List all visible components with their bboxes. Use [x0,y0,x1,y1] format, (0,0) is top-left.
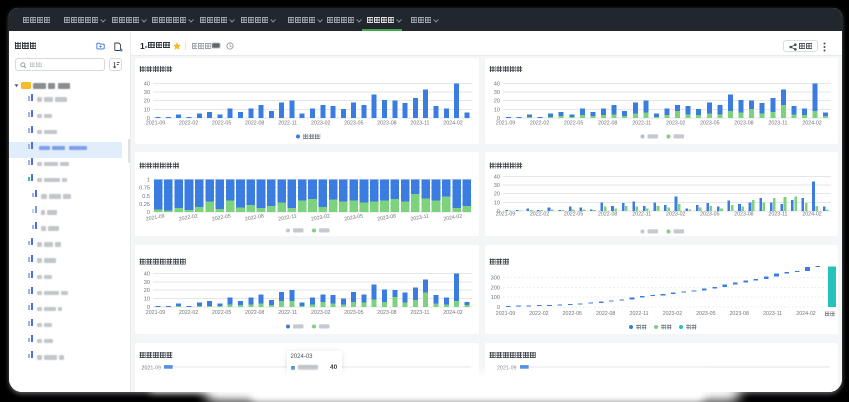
svg-text:20: 20 [143,288,149,294]
svg-text:40: 40 [493,82,499,88]
svg-text:2022-02: 2022-02 [529,211,548,217]
svg-text:2023-05: 2023-05 [696,311,715,317]
svg-text:2023-08: 2023-08 [729,311,748,317]
svg-text:100: 100 [490,295,499,301]
svg-text:2023-02: 2023-02 [311,121,330,127]
svg-text:2024-02: 2024-02 [443,310,462,316]
svg-text:2021-09: 2021-09 [145,213,165,222]
svg-text:2024-02: 2024-02 [802,211,821,217]
svg-text:2022-02: 2022-02 [178,310,197,316]
svg-text:2024-02: 2024-02 [442,213,462,222]
svg-text:2022-11: 2022-11 [632,121,651,127]
svg-text:200: 200 [490,285,499,291]
svg-text:2022-08: 2022-08 [597,121,616,127]
svg-text:2022-08: 2022-08 [244,121,263,127]
svg-text:2021-09: 2021-09 [495,211,514,217]
svg-text:10: 10 [493,200,499,206]
svg-text:2022-08: 2022-08 [244,213,264,222]
svg-text:10: 10 [493,107,499,113]
svg-text:2023-02: 2023-02 [310,213,330,222]
svg-text:0: 0 [146,210,149,216]
svg-text:2023-08: 2023-08 [734,121,753,127]
svg-text:2023-11: 2023-11 [768,211,787,217]
svg-text:2021-09: 2021-09 [495,121,514,127]
svg-text:2022-11: 2022-11 [278,121,297,127]
svg-text:2024-02: 2024-02 [443,121,462,127]
svg-text:2023-11: 2023-11 [410,310,429,316]
svg-text:2022-02: 2022-02 [529,311,548,317]
svg-text:0: 0 [146,305,149,311]
svg-text:2021-09: 2021-09 [141,365,160,371]
svg-text:10: 10 [143,297,149,303]
svg-text:2023-08: 2023-08 [377,310,396,316]
svg-text:2023-08: 2023-08 [734,211,753,217]
svg-text:40: 40 [493,174,499,180]
svg-text:0: 0 [496,305,499,311]
svg-text:2024-02: 2024-02 [802,121,821,127]
svg-text:2022-02: 2022-02 [529,121,548,127]
svg-text:300: 300 [490,276,499,282]
svg-text:2023-11: 2023-11 [763,311,782,317]
svg-text:10: 10 [143,107,149,113]
svg-text:2022-08: 2022-08 [595,311,614,317]
svg-text:2022-05: 2022-05 [563,211,582,217]
svg-text:40: 40 [143,272,149,278]
svg-text:2022-05: 2022-05 [563,121,582,127]
svg-text:20: 20 [493,99,499,105]
svg-text:2022-02: 2022-02 [178,121,197,127]
svg-text:20: 20 [493,191,499,197]
svg-text:30: 30 [143,90,149,96]
svg-text:2023-11: 2023-11 [768,121,787,127]
svg-text:2023-08: 2023-08 [377,121,396,127]
svg-text:0: 0 [496,116,499,122]
svg-text:2021-09: 2021-09 [145,121,164,127]
svg-text:2023-02: 2023-02 [311,310,330,316]
svg-text:2024-02: 2024-02 [796,311,815,317]
svg-text:2022-11: 2022-11 [632,211,651,217]
svg-text:0.5: 0.5 [142,193,150,199]
svg-text:2023-05: 2023-05 [344,310,363,316]
svg-text:2023-08: 2023-08 [376,213,396,222]
svg-text:30: 30 [493,90,499,96]
svg-text:2022-08: 2022-08 [597,211,616,217]
svg-text:2023-05: 2023-05 [344,121,363,127]
svg-text:2023-02: 2023-02 [662,311,681,317]
svg-text:2022-05: 2022-05 [211,213,231,222]
svg-text:40: 40 [143,82,149,88]
svg-text:2021-09: 2021-09 [145,310,164,316]
svg-text:1: 1 [146,177,149,183]
svg-text:2023-11: 2023-11 [410,121,429,127]
svg-text:2022-05: 2022-05 [211,310,230,316]
svg-text:2021-09: 2021-09 [497,365,516,371]
svg-text:30: 30 [493,183,499,189]
svg-text:2023-02: 2023-02 [666,121,685,127]
svg-text:2022-08: 2022-08 [244,310,263,316]
svg-text:2022-11: 2022-11 [277,213,297,222]
svg-text:0.75: 0.75 [139,185,150,191]
svg-text:0: 0 [496,209,499,215]
svg-text:2022-05: 2022-05 [562,311,581,317]
svg-text:2023-11: 2023-11 [410,213,430,222]
svg-text:2022-05: 2022-05 [211,121,230,127]
svg-text:2022-11: 2022-11 [278,310,297,316]
svg-text:2022-02: 2022-02 [178,213,198,222]
svg-text:30: 30 [143,280,149,286]
svg-text:2023-02: 2023-02 [666,211,685,217]
svg-text:0.25: 0.25 [139,201,150,207]
svg-text:2022-11: 2022-11 [629,311,648,317]
svg-text:2023-05: 2023-05 [700,211,719,217]
svg-text:0: 0 [146,116,149,122]
svg-text:2021-09: 2021-09 [495,311,514,317]
svg-text:2023-05: 2023-05 [700,121,719,127]
svg-text:2023-05: 2023-05 [343,213,363,222]
svg-text:20: 20 [143,99,149,105]
